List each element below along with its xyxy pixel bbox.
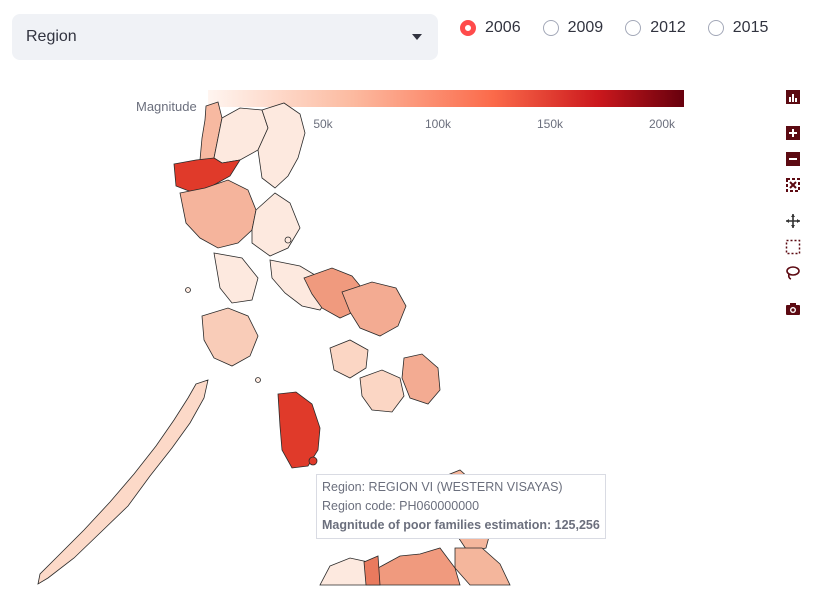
pan-icon[interactable] xyxy=(784,212,802,230)
radio-2015[interactable]: 2015 xyxy=(707,19,769,37)
region-davao[interactable] xyxy=(454,547,511,586)
colorbar xyxy=(208,90,684,107)
colorbar-tick: 100k xyxy=(425,117,452,131)
region-bangsamoro[interactable] xyxy=(363,555,381,586)
tooltip-region: Region: REGION VI (WESTERN VISAYAS) xyxy=(322,480,563,494)
region-zamboanga[interactable] xyxy=(319,557,371,586)
island-marker xyxy=(255,377,261,383)
island-marker xyxy=(284,236,292,244)
region-car[interactable] xyxy=(213,107,269,164)
region-leyte-south[interactable] xyxy=(401,353,441,405)
region-central-luzon[interactable] xyxy=(173,157,241,194)
radio-label: 2015 xyxy=(732,19,769,36)
camera-icon[interactable] xyxy=(784,300,802,318)
radio-label: 2009 xyxy=(567,19,604,36)
region-central-visayas[interactable] xyxy=(359,369,405,413)
colorbar-tick: 200k xyxy=(649,117,676,131)
bar-chart-icon[interactable] xyxy=(784,88,802,106)
radio-2012[interactable]: 2012 xyxy=(625,19,686,37)
island-marker xyxy=(185,287,191,293)
radio-2006[interactable]: 2006 xyxy=(460,19,521,37)
zoom-in-icon[interactable] xyxy=(784,124,802,142)
chevron-down-icon xyxy=(412,34,422,40)
colorbar-tick: 50k xyxy=(313,117,333,131)
region-cagayan-valley[interactable] xyxy=(257,102,306,189)
box-select-icon[interactable] xyxy=(784,238,802,256)
autoscale-icon[interactable] xyxy=(784,176,802,194)
colorbar-title: Magnitude xyxy=(136,99,197,114)
select-value: Region xyxy=(26,28,77,45)
radio-button-icon xyxy=(460,20,476,36)
year-radio-group: 2006 2009 2012 2015 xyxy=(460,19,768,37)
region-visayas-masbate[interactable] xyxy=(329,339,369,379)
island-marker xyxy=(308,456,318,466)
choropleth-map[interactable]: Magnitude 50k 100k 150k 200k xyxy=(0,78,828,605)
tooltip-code: Region code: PH060000000 xyxy=(322,499,480,513)
plot-modebar xyxy=(784,88,806,326)
hover-tooltip: Region: REGION VI (WESTERN VISAYAS) Regi… xyxy=(316,474,606,539)
region-soccsksargen[interactable] xyxy=(369,547,461,586)
radio-label: 2012 xyxy=(650,19,686,36)
radio-label: 2006 xyxy=(485,19,521,36)
region-level-select[interactable]: Region xyxy=(12,14,438,60)
region-eastern-visayas[interactable] xyxy=(341,281,407,337)
region-mindoro[interactable] xyxy=(201,307,259,367)
radio-2009[interactable]: 2009 xyxy=(542,19,604,37)
colorbar-tick: 150k xyxy=(537,117,564,131)
region-palawan[interactable] xyxy=(37,379,209,585)
radio-button-icon xyxy=(707,20,724,36)
region-mimaropa-north[interactable] xyxy=(213,252,259,304)
region-aurora-quezon[interactable] xyxy=(251,192,301,257)
lasso-icon[interactable] xyxy=(784,264,802,282)
zoom-out-icon[interactable] xyxy=(784,150,802,168)
radio-button-icon xyxy=(542,20,559,36)
region-western-visayas[interactable] xyxy=(277,391,321,469)
radio-button-icon xyxy=(625,20,642,36)
tooltip-magnitude: Magnitude of poor families estimation: 1… xyxy=(322,518,600,532)
